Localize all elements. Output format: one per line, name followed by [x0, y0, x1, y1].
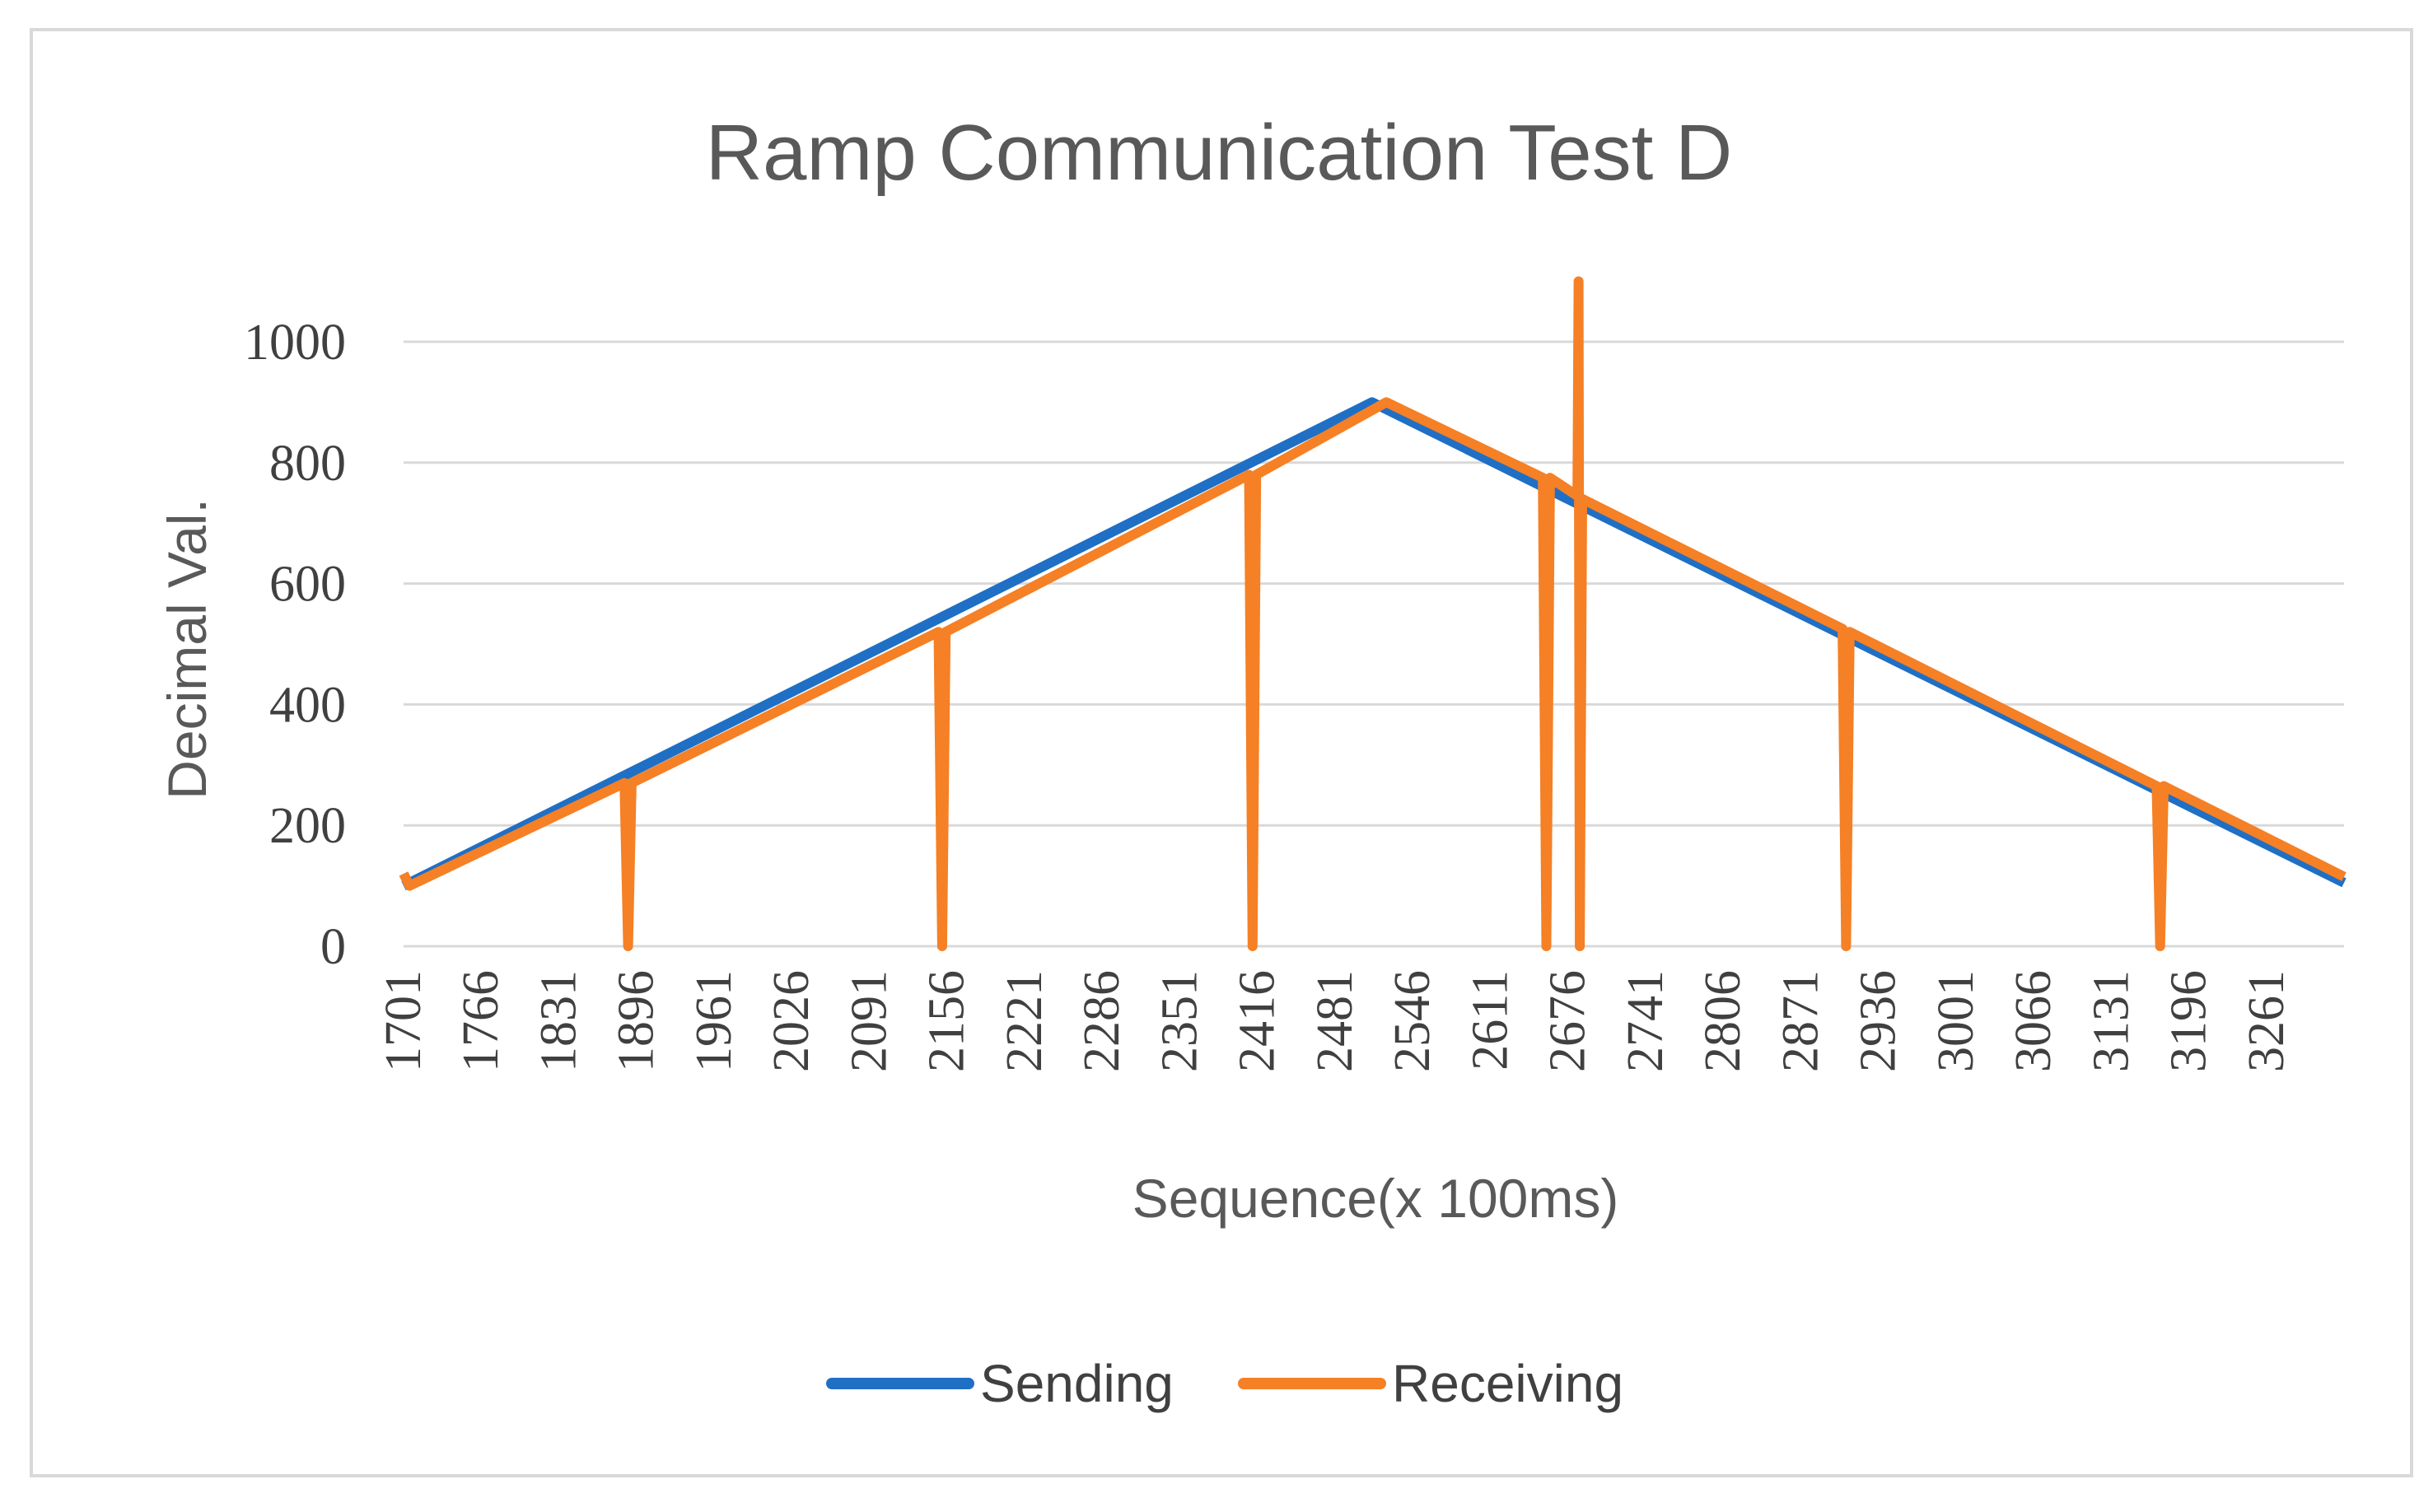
legend: Sending Receiving [826, 1354, 1623, 1413]
y-tick-label: 0 [320, 919, 346, 975]
x-tick-label: 1896 [609, 970, 665, 1072]
x-tick-label: 1831 [530, 970, 586, 1072]
x-tick-label: 2416 [1230, 970, 1286, 1072]
chart-svg: Ramp Communication Test D 0 200 400 600 800 1… [156, 109, 2347, 1413]
legend-label-sending: Sending [980, 1354, 1174, 1413]
x-tick-label: 3131 [2083, 970, 2139, 1072]
x-tick-label: 3001 [1928, 970, 1984, 1072]
x-tick-label: 2221 [997, 970, 1053, 1072]
x-tick-label: 2806 [1695, 970, 1751, 1072]
x-axis-label: Sequence(x 100ms) [1132, 1168, 1619, 1229]
x-tick-label: 2481 [1307, 970, 1363, 1072]
grid-layer [404, 340, 2344, 948]
x-tick-label: 2156 [919, 970, 975, 1072]
x-tick-label: 2286 [1074, 970, 1130, 1072]
x-tick-labels: 1701 1766 1831 1896 1961 2026 2091 2156 2221 2286… [376, 970, 2295, 1072]
y-tick-labels: 0 200 400 600 800 1000 [244, 315, 346, 975]
x-tick-label: 2871 [1772, 970, 1828, 1072]
x-tick-label: 1766 [453, 970, 509, 1072]
x-tick-label: 2026 [764, 970, 820, 1072]
series-line-receiving [399, 276, 2347, 951]
y-tick-label: 200 [269, 798, 346, 854]
series-line-sending [401, 397, 2347, 890]
x-tick-label: 2351 [1151, 970, 1207, 1072]
x-tick-label: 2936 [1851, 970, 1907, 1072]
y-tick-label: 400 [269, 677, 346, 733]
x-tick-label: 2546 [1385, 970, 1441, 1072]
x-tick-label: 2676 [1540, 970, 1596, 1072]
chart-title: Ramp Communication Test D [706, 109, 1733, 197]
x-tick-label: 2611 [1462, 970, 1518, 1071]
x-tick-label: 2741 [1618, 970, 1674, 1072]
x-tick-label: 1961 [686, 970, 742, 1072]
series-layer [399, 276, 2347, 951]
x-tick-label: 2091 [841, 970, 897, 1072]
x-tick-label: 3066 [2006, 970, 2062, 1072]
y-tick-label: 800 [269, 436, 346, 492]
x-tick-label: 3196 [2161, 970, 2217, 1072]
y-axis-label: Decimal Val. [156, 498, 217, 800]
chart-frame: Ramp Communication Test D 0 200 400 600 800 1… [30, 28, 2413, 1477]
legend-label-receiving: Receiving [1392, 1354, 1623, 1413]
x-tick-label: 3261 [2239, 970, 2295, 1072]
y-tick-label: 1000 [244, 315, 346, 371]
x-tick-label: 1701 [376, 970, 432, 1072]
y-tick-label: 600 [269, 557, 346, 613]
